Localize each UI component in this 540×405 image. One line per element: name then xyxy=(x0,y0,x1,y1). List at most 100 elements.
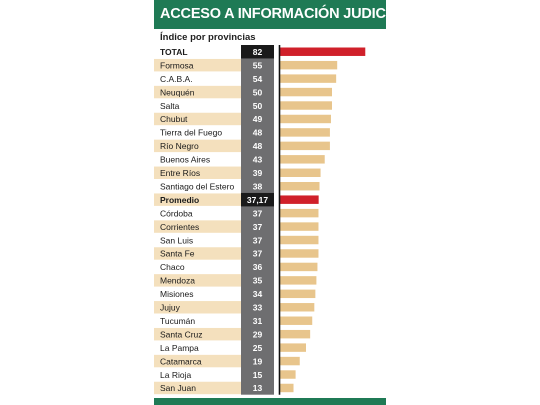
bar xyxy=(280,74,337,83)
value-label: 38 xyxy=(253,181,263,191)
row-shade xyxy=(154,301,241,314)
bar xyxy=(280,276,317,285)
category-label: Río Negro xyxy=(160,141,199,151)
bar xyxy=(280,356,300,366)
category-label: Tierra del Fuego xyxy=(160,128,222,138)
category-label: Misiones xyxy=(160,289,194,299)
row-shade xyxy=(154,274,241,287)
value-label: 82 xyxy=(253,47,263,57)
bar xyxy=(280,155,325,164)
value-label: 36 xyxy=(253,262,263,272)
value-label: 25 xyxy=(253,343,263,353)
bar xyxy=(280,262,318,272)
value-label: 33 xyxy=(253,303,263,313)
row-shade xyxy=(154,381,241,395)
value-cell-highlight xyxy=(241,192,274,207)
bar xyxy=(280,141,330,151)
bar xyxy=(280,303,315,312)
category-label: Catamarca xyxy=(160,356,202,366)
row-shade xyxy=(154,139,241,153)
bar xyxy=(280,235,319,245)
category-label: C.A.B.A. xyxy=(160,74,193,84)
category-label: Chubut xyxy=(160,114,188,124)
bar xyxy=(280,222,319,231)
category-label: Jujuy xyxy=(160,303,181,313)
value-label: 37 xyxy=(253,222,263,232)
value-label: 48 xyxy=(253,128,263,138)
bar xyxy=(280,168,321,177)
category-label: Chaco xyxy=(160,262,185,272)
category-label: Santiago del Estero xyxy=(160,181,234,191)
row-shade xyxy=(154,193,241,206)
value-label: 50 xyxy=(253,101,263,111)
value-label: 55 xyxy=(253,60,263,70)
value-label: 34 xyxy=(253,289,263,299)
value-label: 35 xyxy=(253,276,263,286)
value-label: 15 xyxy=(253,370,263,380)
category-label: San Luis xyxy=(160,235,193,245)
value-label: 43 xyxy=(253,155,263,165)
category-label: Santa Fe xyxy=(160,249,195,259)
bar xyxy=(280,370,296,379)
category-label: Salta xyxy=(160,101,180,111)
category-label: La Rioja xyxy=(160,370,191,380)
value-label: 37 xyxy=(253,208,263,218)
bottom-bar xyxy=(154,398,386,405)
bar xyxy=(280,87,332,97)
row-shade xyxy=(154,166,241,179)
category-label: Entre Ríos xyxy=(160,168,200,178)
category-label: Santa Cruz xyxy=(160,329,203,339)
category-label: Neuquén xyxy=(160,87,195,97)
value-label: 13 xyxy=(253,383,263,393)
bar-chart: TOTAL 82 Formosa 55 C.A.B.A. 54 Neuquén 50 Salta… xyxy=(154,45,366,395)
value-column xyxy=(241,45,274,395)
bar xyxy=(280,383,294,393)
row-shade xyxy=(154,58,241,72)
value-label: 19 xyxy=(253,356,263,366)
chart-subtitle: Índice por provincias xyxy=(160,32,256,43)
chart-panel: ACCESO A INFORMACIÓN JUDICIAL Índice por… xyxy=(154,0,409,405)
value-label: 31 xyxy=(253,316,263,326)
row-shade xyxy=(154,85,241,99)
category-label: Mendoza xyxy=(160,276,195,286)
row-shade xyxy=(154,247,241,260)
category-label: Córdoba xyxy=(160,208,193,218)
row-shade xyxy=(154,354,241,368)
value-label: 39 xyxy=(253,168,263,178)
category-label: Corrientes xyxy=(160,222,199,232)
value-label: 49 xyxy=(253,114,263,124)
bar xyxy=(280,114,331,124)
bar xyxy=(280,101,332,110)
bar xyxy=(280,128,330,137)
bar xyxy=(280,316,313,325)
bar xyxy=(280,47,366,56)
value-label: 50 xyxy=(253,87,263,97)
category-label: TOTAL xyxy=(160,47,188,57)
bar xyxy=(280,289,316,299)
bar xyxy=(280,343,306,352)
title-bar: ACCESO A INFORMACIÓN JUDICIAL xyxy=(154,0,409,29)
bar xyxy=(280,208,319,218)
category-label: La Pampa xyxy=(160,343,199,353)
row-shade xyxy=(154,220,241,233)
bar xyxy=(280,329,311,339)
value-label: 29 xyxy=(253,329,263,339)
category-label: Formosa xyxy=(160,60,194,70)
value-label: 37 xyxy=(253,249,263,259)
value-label: 37 xyxy=(253,235,263,245)
chart-title: ACCESO A INFORMACIÓN JUDICIAL xyxy=(160,6,409,22)
row-shade xyxy=(154,112,241,126)
bar xyxy=(280,249,319,258)
category-label: San Juan xyxy=(160,383,196,393)
value-label: 48 xyxy=(253,141,263,151)
bar xyxy=(280,60,338,70)
bar xyxy=(280,195,319,204)
bar xyxy=(280,182,320,191)
category-label: Promedio xyxy=(160,195,199,205)
row-shade xyxy=(154,327,241,341)
value-cell-highlight xyxy=(241,45,274,59)
value-label: 54 xyxy=(253,74,263,84)
category-label: Tucumán xyxy=(160,316,195,326)
category-label: Buenos Aires xyxy=(160,155,210,165)
value-label: 37,17 xyxy=(247,195,269,205)
